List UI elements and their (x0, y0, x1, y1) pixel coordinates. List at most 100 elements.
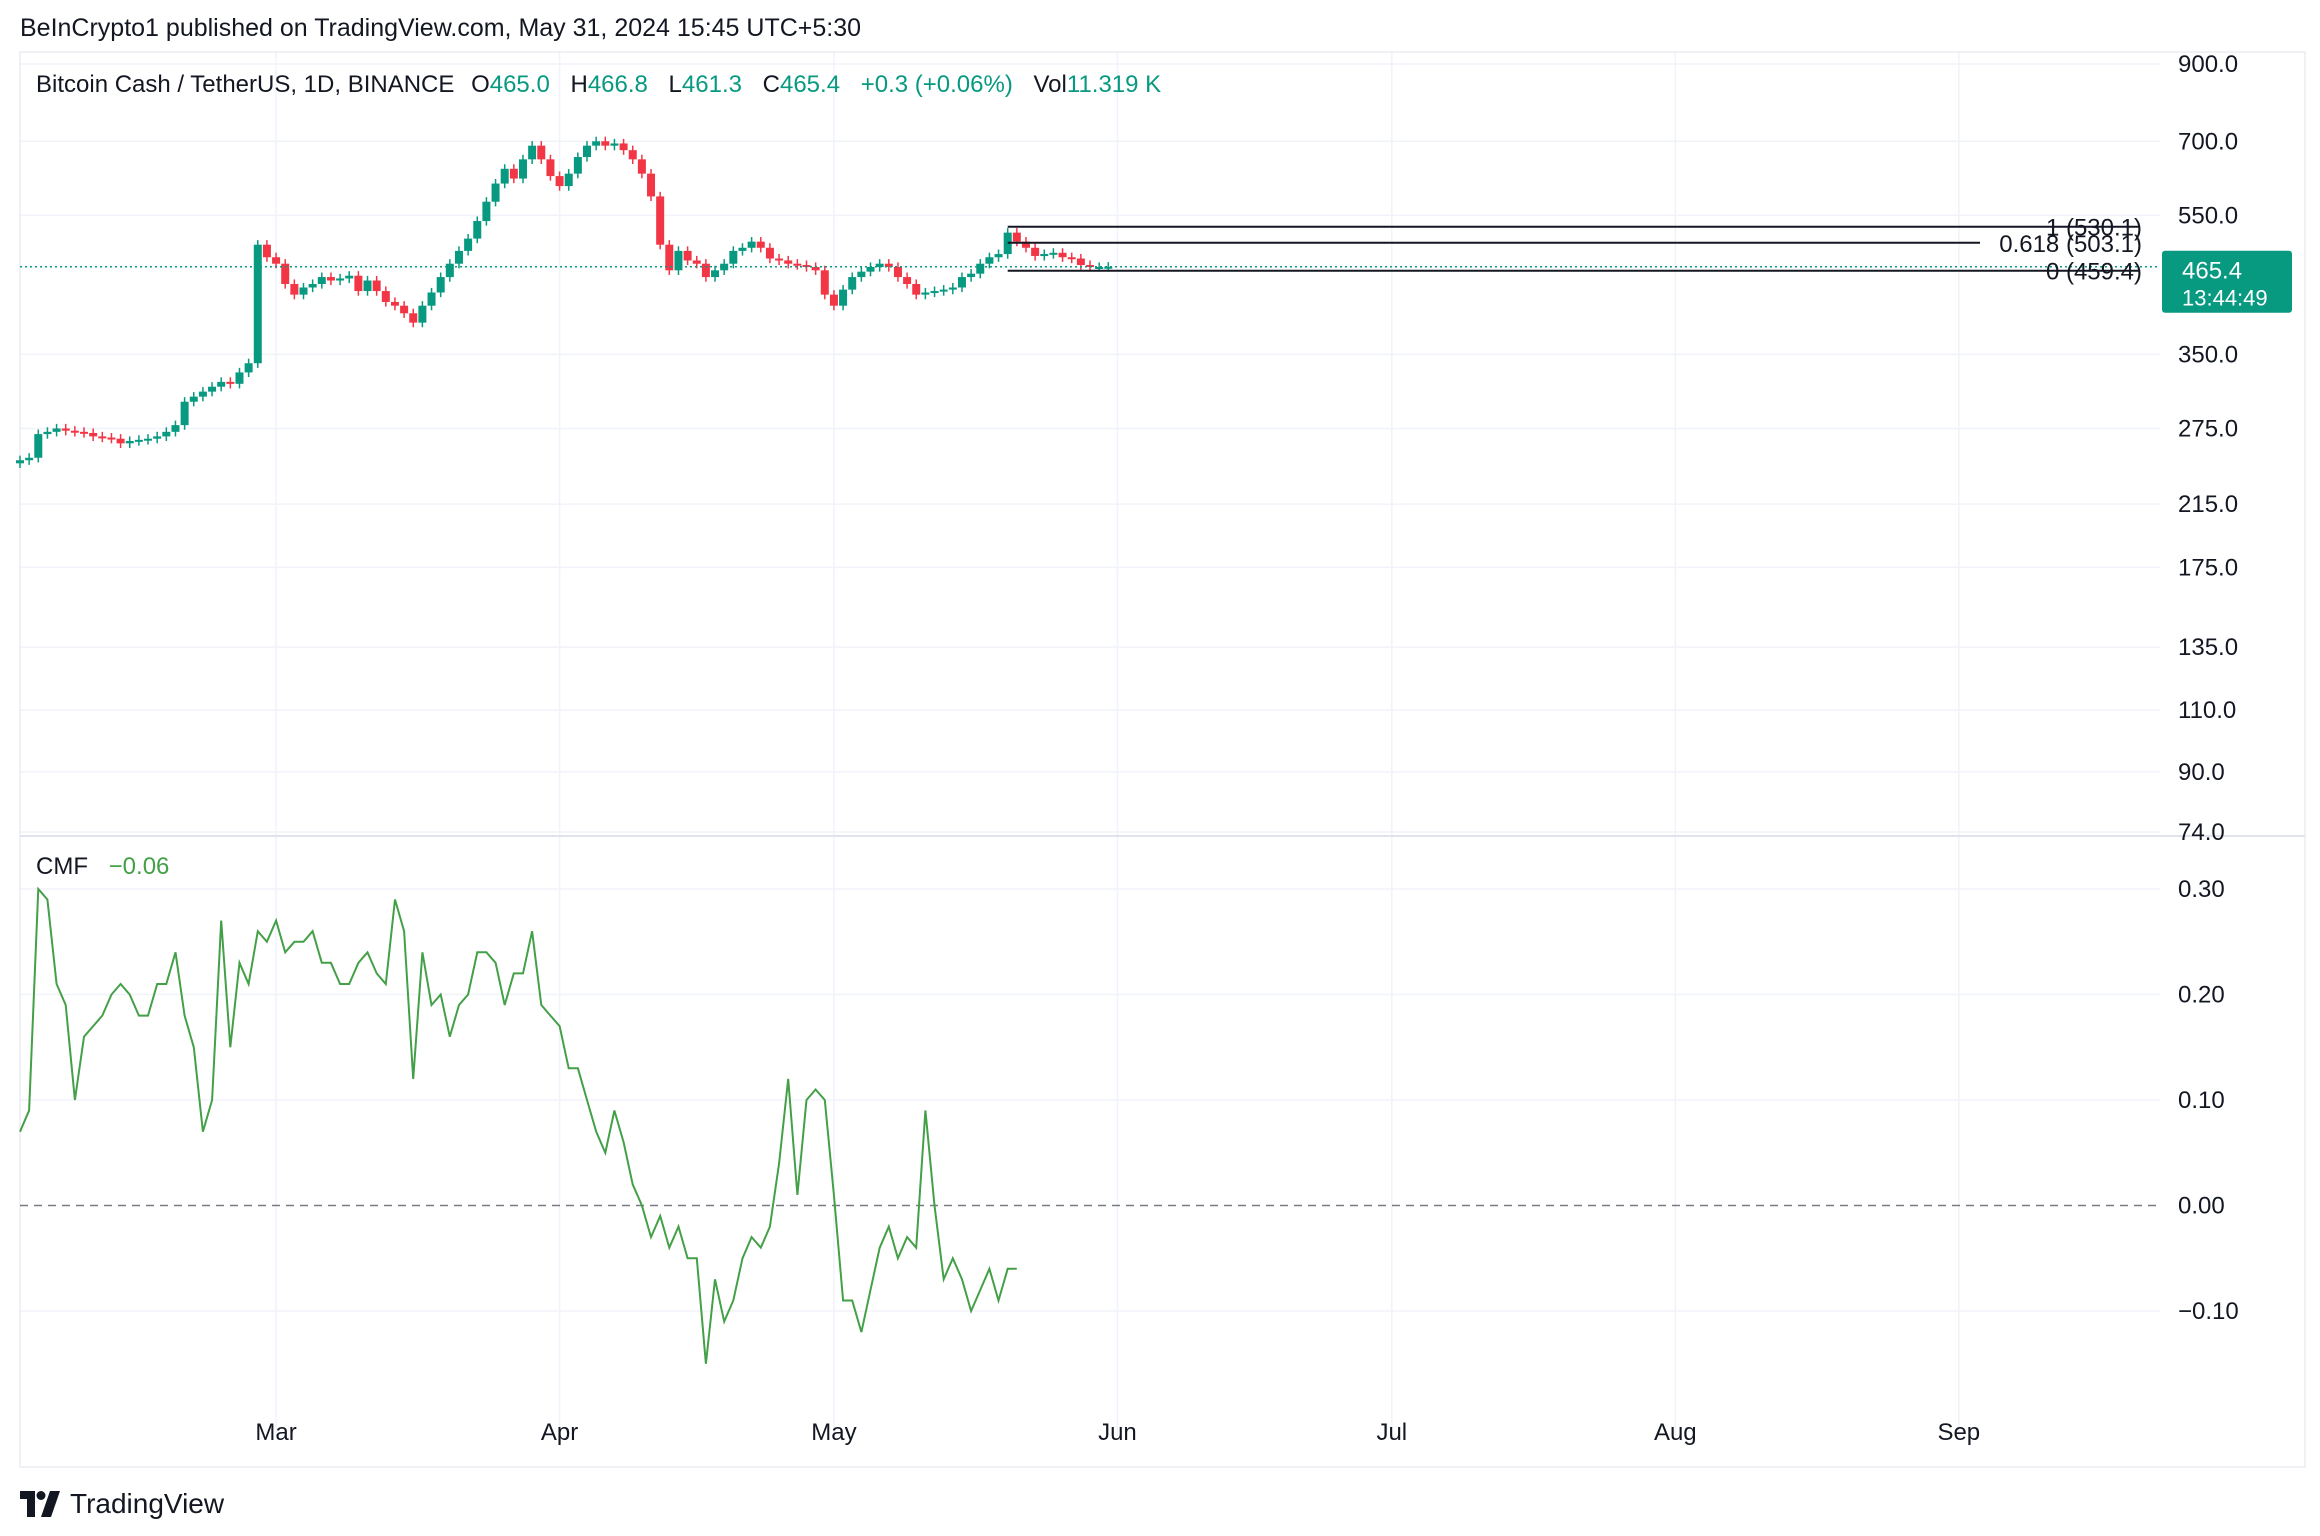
candle-body (903, 277, 912, 284)
low-label: L (668, 71, 682, 98)
candle-body (253, 244, 262, 364)
candle-body (701, 263, 710, 278)
candle-body (811, 266, 820, 271)
candle-body (308, 283, 317, 288)
candle-body (400, 305, 409, 314)
change-value: +0.3 (+0.06%) (860, 71, 1013, 98)
last-price-tag-value: 465.4 (2182, 258, 2242, 285)
price-tick-label: 700.0 (2178, 128, 2238, 155)
candle-body (985, 257, 994, 264)
close-value: 465.4 (779, 71, 841, 98)
candle-body (884, 263, 893, 267)
candle-body (1031, 247, 1040, 256)
brand-name: TradingView (70, 1488, 225, 1519)
open-value: 465.0 (489, 71, 550, 98)
candle-body (25, 457, 34, 461)
candle-body (144, 438, 153, 441)
candle-body (592, 141, 601, 146)
cmf-indicator (19, 886, 2160, 1364)
candle-body (125, 441, 134, 444)
cmf-tick-label: −0.10 (2178, 1298, 2239, 1325)
last-price-tag: 465.413:44:49 (2162, 250, 2292, 313)
candle-body (564, 173, 573, 187)
price-tick-label: 135.0 (2178, 634, 2238, 661)
candle-body (326, 277, 335, 281)
x-tick-label: Aug (1654, 1419, 1697, 1446)
candle-body (720, 263, 729, 271)
candle-body (290, 283, 299, 295)
x-tick-label: Sep (1937, 1419, 1980, 1446)
high-label: H (570, 71, 588, 98)
candle-body (820, 270, 829, 295)
candle-body (775, 258, 784, 261)
candle-body (747, 241, 756, 248)
candle-body (299, 287, 308, 295)
cmf-tick-label: 0.00 (2178, 1193, 2225, 1220)
x-tick-label: Mar (255, 1419, 296, 1446)
price-tick-label: 175.0 (2178, 554, 2238, 581)
tradingview-logo-icon (20, 1491, 60, 1517)
candle-body (1076, 258, 1085, 266)
candle-body (262, 244, 271, 258)
last-price-tag-bg (2162, 250, 2292, 313)
cmf-legend: CMF −0.06 (36, 853, 169, 881)
candle-body (153, 436, 162, 439)
candle-body (198, 391, 207, 397)
candle-body (583, 145, 592, 158)
candle-body (967, 273, 976, 278)
candle-body (134, 439, 143, 442)
candle-body (464, 238, 473, 251)
volume-label: Vol (1033, 71, 1067, 98)
candle-body (473, 221, 482, 239)
candle-body (180, 401, 189, 426)
candle-body (208, 386, 217, 392)
price-tick-label: 350.0 (2178, 341, 2238, 368)
candle-body (893, 266, 902, 278)
candle-body (80, 431, 89, 434)
candle-body (418, 305, 427, 323)
candle-body (345, 275, 354, 279)
candle-body (1012, 232, 1021, 242)
candle-body (829, 294, 838, 306)
candle-body (43, 431, 52, 435)
cmf-tick-label: 0.30 (2178, 876, 2225, 903)
price-tick-label: 275.0 (2178, 415, 2238, 442)
candle-body (957, 277, 966, 288)
price-tick-label: 215.0 (2178, 491, 2238, 518)
cmf-tick-label: 0.20 (2178, 982, 2225, 1009)
candle-body (189, 396, 198, 402)
candle-body (857, 271, 866, 278)
candle-body (52, 428, 61, 432)
candle-body (363, 280, 372, 292)
candle-body (518, 159, 527, 179)
candle-body (765, 247, 774, 259)
open-label: O (471, 71, 490, 98)
candles (16, 136, 2160, 468)
candle-body (656, 196, 665, 245)
candle-body (912, 283, 921, 295)
price-tick-label: 900.0 (2178, 51, 2238, 78)
candle-body (848, 277, 857, 290)
candle-body (1095, 266, 1104, 269)
candle-body (537, 145, 546, 160)
candle-body (683, 250, 692, 261)
candle-body (354, 275, 363, 292)
candle-body (546, 159, 555, 177)
chart-frame (19, 51, 2306, 1468)
candle-body (16, 460, 24, 464)
candle-body (601, 141, 610, 146)
candle-body (839, 289, 848, 306)
candle-body (272, 257, 281, 264)
publisher-line: BeInCrypto1 published on TradingView.com… (20, 14, 862, 42)
candle-body (454, 250, 463, 264)
candle-body (610, 143, 619, 146)
candle-body (1049, 252, 1058, 255)
x-tick-label: May (811, 1419, 856, 1446)
candle-body (171, 425, 180, 432)
candle-body (34, 434, 43, 458)
candle-body (491, 183, 500, 202)
candle-body (628, 150, 637, 160)
candle-body (61, 428, 70, 431)
close-label: C (762, 71, 780, 98)
candle-body (573, 157, 582, 174)
